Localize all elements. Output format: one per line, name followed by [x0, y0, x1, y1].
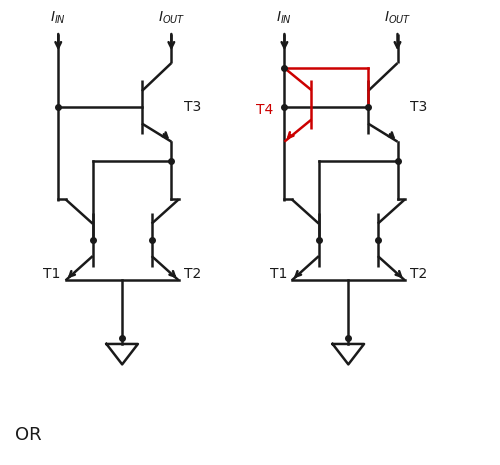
Text: T2: T2 [184, 267, 201, 281]
Text: T4: T4 [256, 103, 274, 117]
Text: T1: T1 [44, 267, 60, 281]
Text: T3: T3 [184, 100, 201, 114]
Text: T1: T1 [270, 267, 287, 281]
Text: $I_{OUT}$: $I_{OUT}$ [384, 10, 411, 26]
Text: OR: OR [16, 426, 42, 444]
Text: T3: T3 [410, 100, 427, 114]
Text: $I_{IN}$: $I_{IN}$ [276, 10, 292, 26]
Text: T2: T2 [410, 267, 427, 281]
Text: $I_{IN}$: $I_{IN}$ [50, 10, 66, 26]
Text: $I_{OUT}$: $I_{OUT}$ [158, 10, 185, 26]
